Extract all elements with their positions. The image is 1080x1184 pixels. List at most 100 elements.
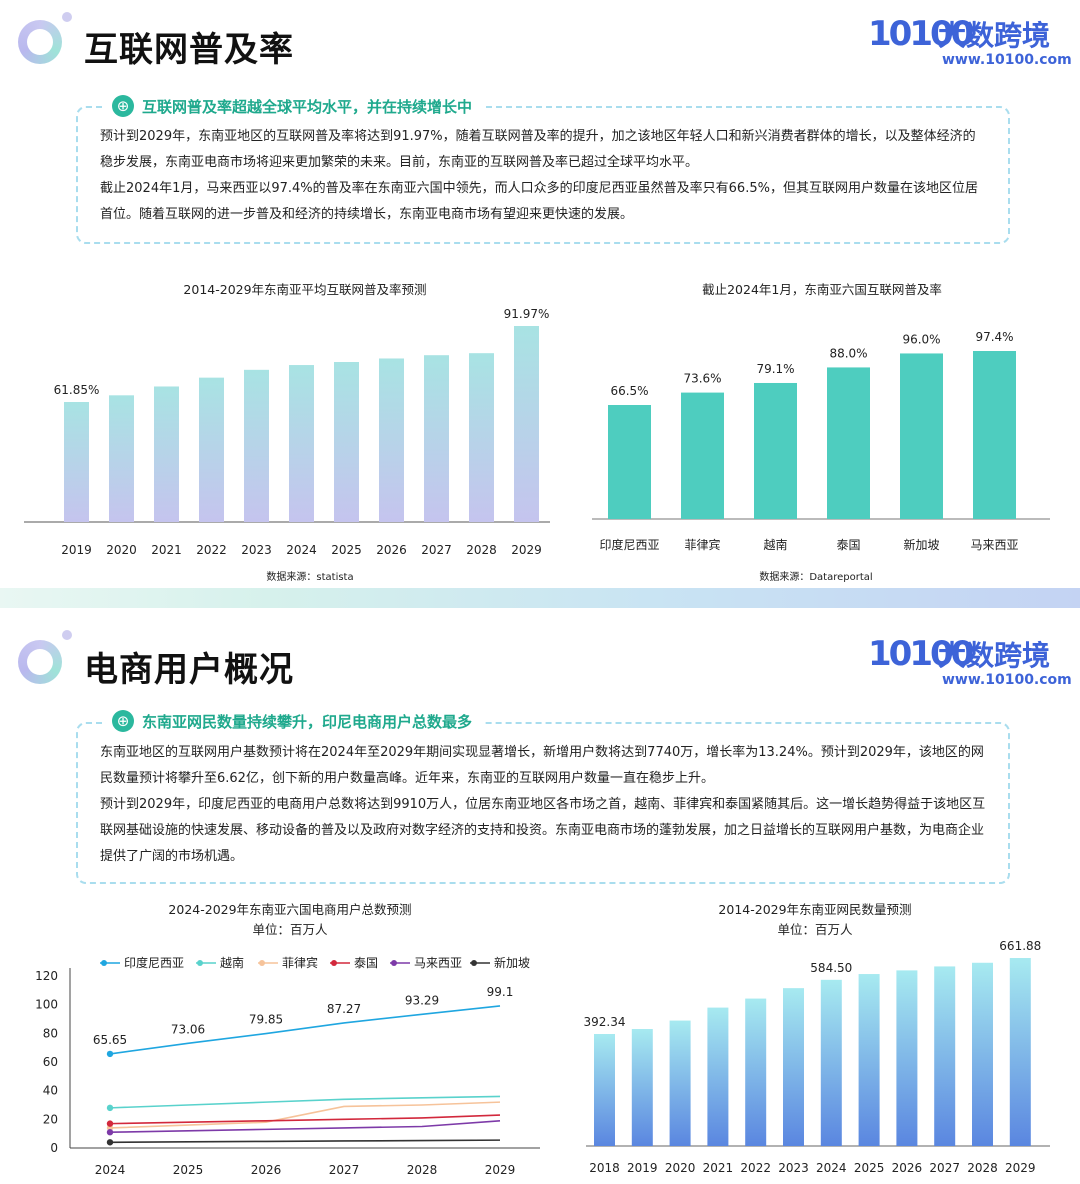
brand-url: www.10100.com [942,672,1072,688]
bar [783,988,804,1146]
x-tick-label: 印度尼西亚 [599,537,659,552]
x-tick-label: 2026 [376,543,407,557]
x-tick-label: 泰国 [836,538,860,552]
bar [244,369,269,522]
bar [631,1029,653,1146]
data-label: 79.1% [756,362,794,376]
legend-marker [197,960,203,966]
x-tick-label: 2024 [95,1163,126,1177]
chart-subtitle: 单位：百万人 [252,922,328,937]
legend-label: 泰国 [354,956,378,970]
brand-name: 大数跨境 [938,19,1051,52]
bar [707,1007,729,1146]
chart-internet-users-bar: 2014-2029年东南亚网民数量预测 单位：百万人 2018 392.34 201… [584,902,1050,1175]
bar [334,362,359,522]
brand-logo: 10100 大数跨境 www.10100.com [868,14,1072,74]
series-line [109,1139,501,1144]
brand-url: www.10100.com [942,52,1072,68]
x-tick-label: 2025 [854,1161,885,1175]
x-tick-label: 2022 [196,543,227,557]
series-line [109,1005,501,1055]
series-line [109,1119,501,1134]
data-label: 99.1 [487,985,514,999]
legend-label: 新加坡 [494,955,530,970]
x-tick-label: 2028 [407,1163,438,1177]
x-tick-label: 2029 [511,543,542,557]
chart-country-penetration: 截止2024年1月，东南亚六国互联网普及率 数据来源：Datareportal … [592,282,1050,583]
callout-paragraph: 东南亚地区的互联网用户基数预计将在2024年至2029年期间实现显著增长，新增用… [100,745,984,786]
x-tick-label: 2027 [329,1163,360,1177]
bar [972,962,993,1146]
x-tick-label: 2025 [173,1163,204,1177]
bar [934,966,956,1146]
x-tick-label: 2029 [1005,1161,1036,1175]
x-tick-label: 2024 [286,543,317,557]
chart-avg-penetration: 2014-2029年东南亚平均互联网普及率预测 数据来源：statista 20… [24,282,550,583]
x-tick-label: 2024 [816,1161,847,1175]
series-line [109,1101,501,1129]
x-tick-label: 2023 [778,1161,809,1175]
bar [754,382,797,519]
chart-title: 2014-2029年东南亚平均互联网普及率预测 [183,282,426,297]
x-tick-label: 2028 [466,543,497,557]
callout-box: 东南亚地区的互联网用户基数预计将在2024年至2029年期间实现显著增长，新增用… [76,722,1010,884]
x-tick-label: 2019 [61,543,92,557]
x-tick-label: 2026 [251,1163,282,1177]
legend-marker [331,960,337,966]
x-tick-label: 2027 [929,1161,960,1175]
data-label: 91.97% [504,307,550,321]
y-tick-label: 0 [50,1141,58,1155]
bar [669,1020,691,1146]
section-title: 电商用户概况 [84,650,294,690]
series-line [109,1095,501,1109]
x-tick-label: 2026 [892,1161,923,1175]
data-label: 79.85 [249,1013,283,1027]
brand-name: 大数跨境 [938,639,1051,672]
legend-label: 马来西亚 [414,956,462,970]
bar [973,351,1016,519]
x-tick-label: 2020 [665,1161,696,1175]
data-label: 73.6% [683,372,721,386]
bar [109,395,134,522]
bar [154,386,179,522]
chart-title: 2024-2029年东南亚六国电商用户总数预测 [168,902,411,917]
chart-source: 数据来源：Datareportal [759,570,872,583]
data-label: 73.06 [171,1022,205,1036]
bar [289,365,314,522]
data-label: 65.65 [93,1033,127,1047]
series-start-point [106,1129,114,1136]
bar [514,326,539,522]
section-ecommerce-users: 电商用户概况 10100 大数跨境 www.10100.com 东南亚地区的互联… [0,608,1080,1184]
y-tick-label: 20 [43,1112,58,1126]
dot-decoration-icon [62,630,72,640]
x-tick-label: 2021 [151,543,182,557]
x-tick-label: 2021 [703,1161,734,1175]
bar [827,367,870,519]
callout-box: 预计到2029年，东南亚地区的互联网普及率将达到91.97%，随着互联网普及率的… [76,106,1010,244]
bar [64,402,89,522]
data-label: 392.34 [584,1015,626,1029]
bar [469,353,494,522]
globe-icon: ⊕ [112,95,134,117]
globe-icon: ⊕ [112,710,134,732]
legend-marker [259,960,265,966]
x-tick-label: 马来西亚 [970,538,1018,552]
legend-marker [101,960,107,966]
callout-heading: ⊕ 互联网普及率超越全球平均水平，并在持续增长中 [106,93,483,119]
legend-label: 菲律宾 [282,955,318,970]
chart-subtitle: 单位：百万人 [777,922,853,937]
brand-mark-icon: 10100 [868,14,974,54]
series-start-point [106,1050,114,1058]
x-tick-label: 菲律宾 [684,537,720,552]
legend-label: 越南 [220,955,244,970]
y-tick-label: 60 [43,1055,58,1069]
x-tick-label: 2028 [967,1161,998,1175]
chart-title: 2014-2029年东南亚网民数量预测 [718,902,911,917]
x-tick-label: 2018 [589,1161,620,1175]
chart-ecommerce-users-line: 2024-2029年东南亚六国电商用户总数预测 单位：百万人 0 20 40 60 80… [35,902,540,1177]
bar [745,998,767,1146]
chart-source: 数据来源：statista [266,570,353,583]
ring-decoration-icon [18,640,62,684]
x-tick-label: 2019 [627,1161,658,1175]
callout-paragraph: 预计到2029年，印度尼西亚的电商用户总数将达到9910万人，位居东南亚地区各市… [100,797,986,864]
